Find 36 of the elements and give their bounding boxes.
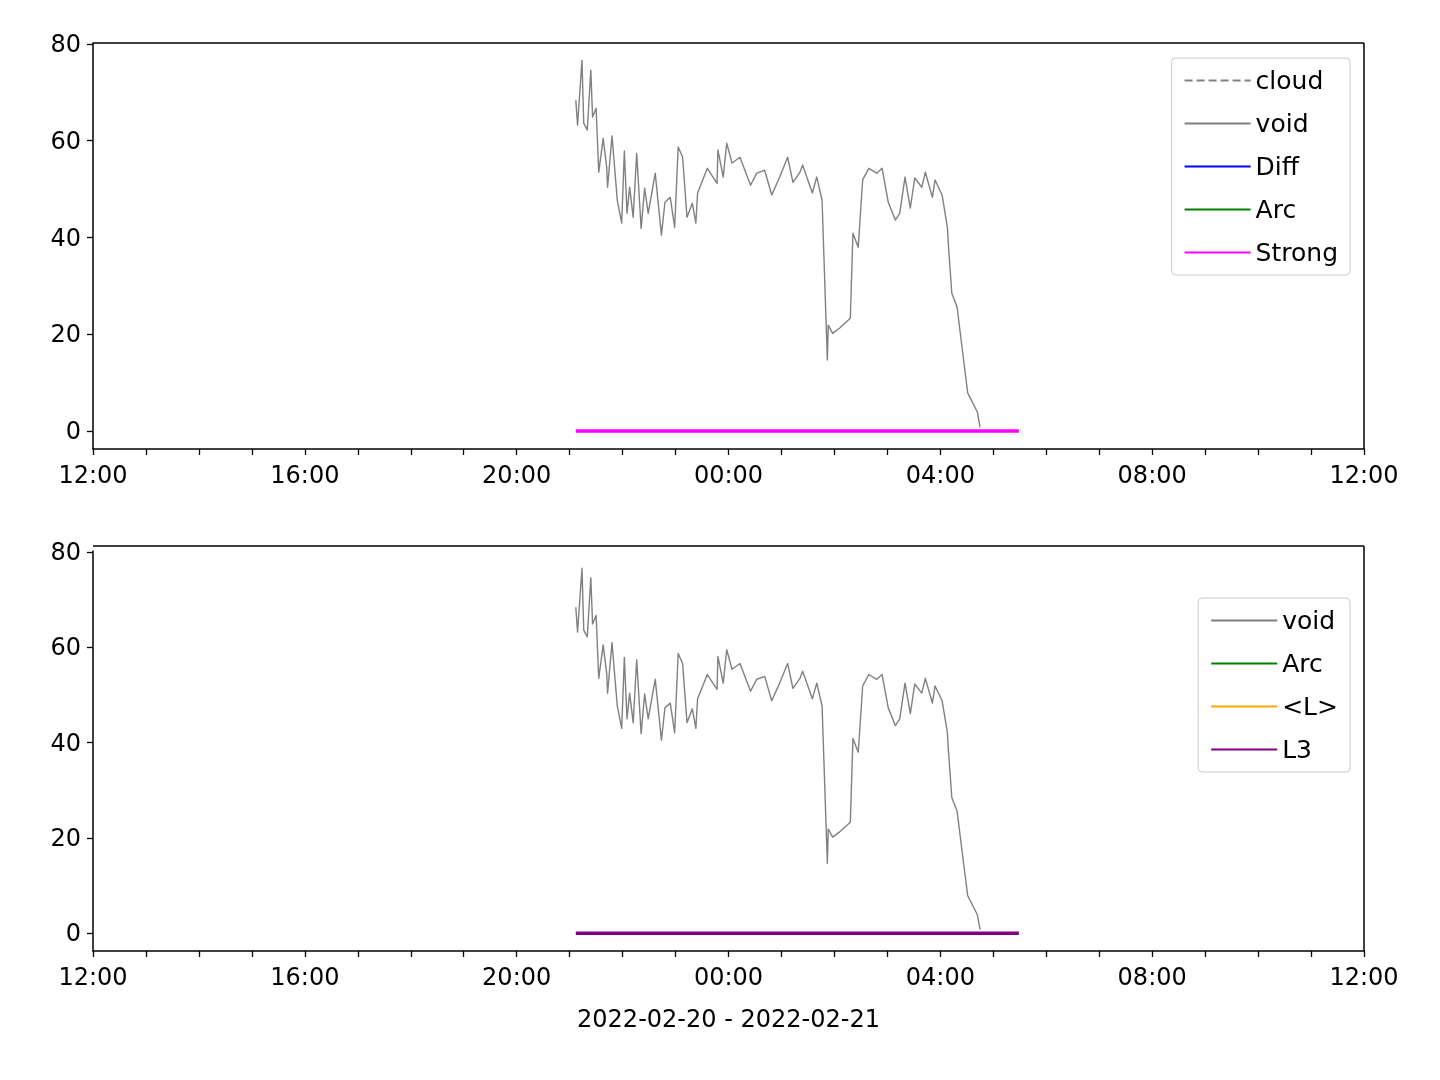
y-tick-label: 0 [65, 417, 81, 446]
line-series [575, 59, 981, 428]
legend-label: cloud [1255, 66, 1324, 95]
x-tick-label: 12:00 [58, 963, 128, 991]
y-tick-label: 60 [50, 633, 81, 662]
x-tick-label: 04:00 [905, 963, 975, 991]
y-tick-label: 60 [50, 126, 81, 155]
x-tick-label: 16:00 [270, 461, 340, 489]
legend-label: void [1282, 606, 1336, 635]
legend-label: Arc [1255, 195, 1297, 224]
legend-label: Diff [1255, 152, 1300, 181]
y-tick-label: 20 [50, 824, 81, 853]
x-tick-label: 12:00 [1329, 461, 1399, 489]
x-tick-label: 20:00 [482, 461, 552, 489]
x-tick-label: 00:00 [693, 461, 764, 489]
line-series [575, 567, 981, 931]
y-tick-label: 20 [50, 320, 81, 349]
x-tick-label: 16:00 [270, 963, 340, 991]
legend-label: Strong [1255, 238, 1339, 267]
x-tick-label: 08:00 [1117, 963, 1187, 991]
legend-label: L3 [1282, 735, 1313, 764]
x-tick-label: 08:00 [1117, 461, 1187, 489]
x-tick-label: 12:00 [1329, 963, 1399, 991]
x-tick-label: 12:00 [58, 461, 128, 489]
x-tick-label: 20:00 [482, 963, 552, 991]
legend-label: Arc [1282, 649, 1323, 678]
x-axis-title: 2022-02-20 - 2022-02-21 [577, 1005, 880, 1033]
y-tick-label: 0 [65, 919, 81, 948]
y-tick-label: 80 [50, 538, 81, 566]
legend-label: void [1255, 109, 1309, 138]
legend-label: <L> [1282, 692, 1339, 721]
y-tick-label: 40 [50, 728, 81, 757]
x-tick-label: 00:00 [693, 963, 764, 991]
y-tick-label: 40 [50, 223, 81, 252]
y-tick-label: 80 [50, 29, 81, 58]
x-tick-label: 04:00 [905, 461, 975, 489]
